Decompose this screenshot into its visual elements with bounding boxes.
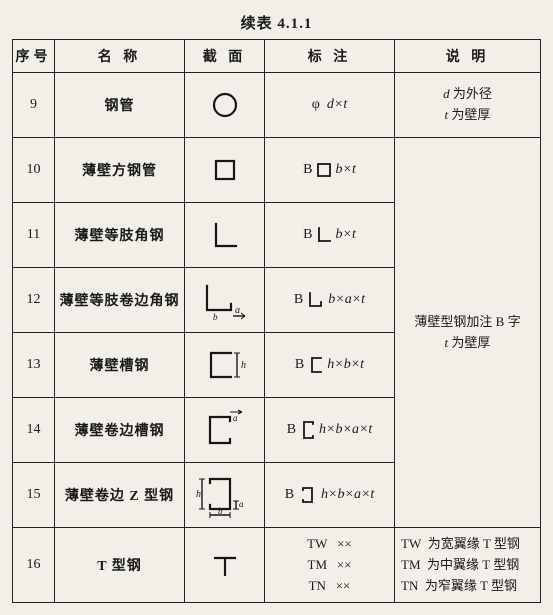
cell-idx: 16 bbox=[13, 528, 55, 603]
cell-section: ab bbox=[185, 268, 265, 333]
cell-annotation: B b×a×t bbox=[265, 268, 395, 333]
cell-name: 钢管 bbox=[55, 73, 185, 138]
cell-idx: 14 bbox=[13, 398, 55, 463]
header-annotation: 标 注 bbox=[265, 40, 395, 73]
cell-idx: 11 bbox=[13, 203, 55, 268]
header-desc: 说 明 bbox=[395, 40, 541, 73]
header-name: 名 称 bbox=[55, 40, 185, 73]
spec-table: 序号 名 称 截 面 标 注 说 明 9钢管φ d×td 为外径t 为壁厚10薄… bbox=[12, 39, 541, 603]
cell-annotation: B b×t bbox=[265, 203, 395, 268]
svg-text:a: a bbox=[233, 413, 238, 423]
table-row: 10薄壁方钢管B b×t薄壁型钢加注 B 字t 为壁厚 bbox=[13, 138, 541, 203]
svg-text:h: h bbox=[196, 489, 201, 500]
cell-desc: TW 为宽翼缘 T 型钢TM 为中翼缘 T 型钢TN 为窄翼缘 T 型钢 bbox=[395, 528, 541, 603]
cell-name: 薄壁卷边 Z 型钢 bbox=[55, 463, 185, 528]
cell-idx: 12 bbox=[13, 268, 55, 333]
svg-text:a: a bbox=[239, 499, 244, 509]
header-row: 序号 名 称 截 面 标 注 说 明 bbox=[13, 40, 541, 73]
cell-annotation: φ d×t bbox=[265, 73, 395, 138]
header-idx: 序号 bbox=[13, 40, 55, 73]
cell-name: 薄壁等肢角钢 bbox=[55, 203, 185, 268]
cell-idx: 9 bbox=[13, 73, 55, 138]
cell-idx: 15 bbox=[13, 463, 55, 528]
svg-text:h: h bbox=[241, 360, 246, 371]
table-caption: 续表 4.1.1 bbox=[12, 12, 541, 33]
cell-annotation: B b×t bbox=[265, 138, 395, 203]
cell-name: 薄壁方钢管 bbox=[55, 138, 185, 203]
cell-annotation: TW ××TM ××TN ×× bbox=[265, 528, 395, 603]
cell-idx: 10 bbox=[13, 138, 55, 203]
cell-section: a bbox=[185, 398, 265, 463]
cell-name: T 型钢 bbox=[55, 528, 185, 603]
svg-text:a: a bbox=[235, 305, 240, 316]
cell-name: 薄壁卷边槽钢 bbox=[55, 398, 185, 463]
cell-annotation: B h×b×a×t bbox=[265, 398, 395, 463]
cell-section bbox=[185, 203, 265, 268]
cell-annotation: B h×b×a×t bbox=[265, 463, 395, 528]
cell-annotation: B h×b×t bbox=[265, 333, 395, 398]
cell-section: h b a bbox=[185, 463, 265, 528]
cell-desc: d 为外径t 为壁厚 bbox=[395, 73, 541, 138]
cell-name: 薄壁等肢卷边角钢 bbox=[55, 268, 185, 333]
cell-desc-merged: 薄壁型钢加注 B 字t 为壁厚 bbox=[395, 138, 541, 528]
cell-name: 薄壁槽钢 bbox=[55, 333, 185, 398]
svg-text:b: b bbox=[218, 506, 223, 516]
cell-section bbox=[185, 138, 265, 203]
table-row: 9钢管 φ d×td 为外径t 为壁厚 bbox=[13, 73, 541, 138]
table-row: 16T 型钢 TW ××TM ××TN ××TW 为宽翼缘 T 型钢TM 为中翼缘… bbox=[13, 528, 541, 603]
header-section: 截 面 bbox=[185, 40, 265, 73]
cell-section bbox=[185, 528, 265, 603]
svg-text:b: b bbox=[213, 312, 218, 320]
cell-section bbox=[185, 73, 265, 138]
cell-section: h bbox=[185, 333, 265, 398]
cell-idx: 13 bbox=[13, 333, 55, 398]
